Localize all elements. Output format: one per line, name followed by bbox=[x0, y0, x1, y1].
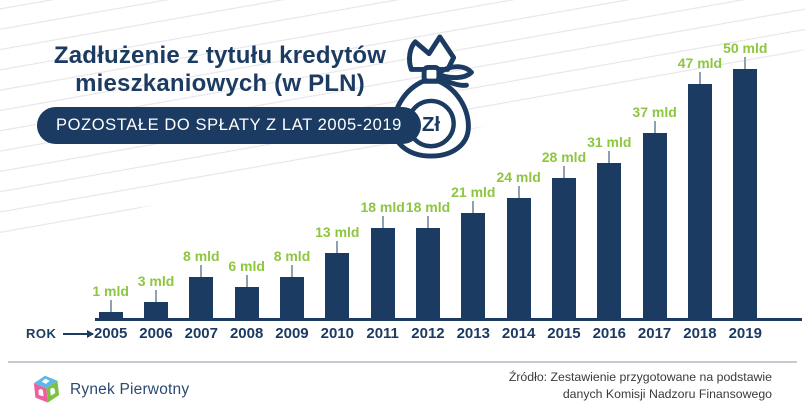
bar-column-2012: 18 mld 2012 bbox=[405, 40, 450, 344]
money-bag-ribbon-tail bbox=[438, 75, 469, 88]
bar-value-label: 31 mld bbox=[587, 134, 632, 150]
bar-value-label: 24 mld bbox=[496, 169, 541, 185]
x-tick-label: 2016 bbox=[592, 325, 626, 342]
bar-tick-connector bbox=[200, 265, 203, 277]
x-tick-label: 2017 bbox=[637, 325, 672, 342]
bar-column-2019: 50 mld 2019 bbox=[723, 40, 768, 344]
bar-column-2008: 6 mld 2008 bbox=[224, 40, 269, 344]
x-tick-label: 2019 bbox=[728, 325, 762, 342]
bar-tick-connector bbox=[109, 300, 112, 312]
bar-tick-connector bbox=[562, 166, 565, 178]
x-axis-title-label: ROK bbox=[26, 326, 57, 341]
source-line1: Źródło: Zestawienie przygotowane na pods… bbox=[508, 370, 772, 384]
bar-value-label: 47 mld bbox=[677, 55, 723, 71]
bar-chart: 1 mld 2005 3 mld 2006 8 mld 2007 6 mld 2008 8 ml… bbox=[88, 40, 768, 344]
bar-column-2009: 8 mld 2009 bbox=[269, 40, 314, 344]
bar-column-2010: 13 mld 2010 bbox=[315, 40, 360, 344]
bar bbox=[370, 228, 395, 320]
money-bag-icon: Zł bbox=[391, 34, 474, 159]
bar bbox=[687, 84, 712, 320]
money-bag-ribbon bbox=[438, 64, 474, 81]
x-axis-title: ROK bbox=[26, 326, 95, 342]
x-tick-label: 2014 bbox=[501, 325, 536, 342]
bar-tick-connector bbox=[472, 201, 475, 213]
bar-value-label: 8 mld bbox=[273, 248, 311, 264]
bar-tick-connector bbox=[245, 275, 248, 287]
x-tick-label: 2013 bbox=[456, 325, 490, 342]
bar bbox=[189, 277, 214, 320]
bar bbox=[461, 213, 486, 320]
x-tick-label: 2015 bbox=[547, 325, 581, 342]
x-axis-line bbox=[95, 318, 802, 321]
currency-label: Zł bbox=[422, 113, 441, 136]
bar-tick-connector bbox=[154, 290, 157, 302]
brand-logo: Rynek Pierwotny bbox=[32, 374, 189, 405]
bar bbox=[642, 133, 667, 320]
bar-column-2016: 31 mld 2016 bbox=[587, 40, 632, 344]
bar-value-label: 13 mld bbox=[315, 224, 360, 240]
x-tick-label: 2010 bbox=[320, 325, 354, 342]
bar bbox=[506, 198, 531, 320]
x-tick-label: 2006 bbox=[139, 325, 173, 342]
cube-logo-icon bbox=[33, 375, 60, 403]
bar bbox=[279, 277, 304, 320]
footer-divider bbox=[8, 361, 797, 363]
page-title-line2: mieszkaniowych (w PLN) bbox=[75, 70, 365, 98]
bar bbox=[415, 228, 440, 320]
bar-column-2014: 24 mld 2014 bbox=[496, 40, 541, 344]
bar bbox=[143, 302, 168, 320]
bar-tick-connector bbox=[426, 216, 429, 228]
bar-column-2011: 18 mld 2011 bbox=[360, 40, 405, 344]
page-title: Zadłużenie z tytułu kredytów mieszkaniow… bbox=[5, 42, 435, 98]
bar bbox=[325, 253, 350, 320]
bar-column-2017: 37 mld 2017 bbox=[632, 40, 677, 344]
bar-column-2013: 21 mld 2013 bbox=[451, 40, 496, 344]
bar-value-label: 37 mld bbox=[632, 104, 677, 120]
bar bbox=[234, 287, 259, 320]
bar-value-label: 21 mld bbox=[451, 184, 496, 200]
source-attribution: Źródło: Zestawienie przygotowane na pods… bbox=[352, 369, 772, 404]
bar bbox=[551, 178, 576, 320]
bar-value-label: 6 mld bbox=[228, 258, 265, 274]
bar-column-2007: 8 mld 2007 bbox=[179, 40, 224, 344]
x-tick-label: 2007 bbox=[184, 325, 218, 342]
bar-column-2006: 3 mld 2006 bbox=[133, 40, 178, 344]
bar bbox=[98, 312, 123, 320]
money-bag-fabric bbox=[407, 34, 457, 72]
bar-tick-connector bbox=[336, 241, 339, 253]
bar-column-2015: 28 mld 2015 bbox=[541, 40, 586, 344]
brand-logo-text: Rynek Pierwotny bbox=[70, 380, 190, 398]
bar-tick-connector bbox=[744, 57, 747, 69]
bar-column-2018: 47 mld 2018 bbox=[677, 40, 722, 344]
bar-value-label: 1 mld bbox=[92, 283, 129, 299]
source-line2: danych Komisji Nadzoru Finansowego bbox=[562, 387, 772, 402]
bar-tick-connector bbox=[381, 216, 384, 228]
bar-tick-connector bbox=[653, 121, 656, 133]
x-tick-label: 2011 bbox=[366, 325, 399, 342]
bar-value-label: 28 mld bbox=[541, 149, 587, 165]
right-arrow-icon bbox=[63, 329, 95, 338]
x-tick-label: 2012 bbox=[411, 325, 445, 342]
bar-value-label: 8 mld bbox=[183, 248, 220, 264]
x-tick-label: 2008 bbox=[229, 325, 264, 342]
bar-value-label: 18 mld bbox=[360, 199, 405, 215]
bar-tick-connector bbox=[608, 151, 611, 163]
bar bbox=[597, 163, 622, 320]
bar-value-label: 50 mld bbox=[723, 40, 768, 56]
x-tick-label: 2005 bbox=[93, 325, 128, 342]
x-tick-label: 2018 bbox=[683, 325, 717, 342]
subtitle-badge: POZOSTAŁE DO SPŁATY Z LAT 2005-2019 bbox=[37, 107, 421, 144]
bar-tick-connector bbox=[517, 186, 520, 198]
bar-tick-connector bbox=[698, 72, 701, 84]
bar bbox=[733, 69, 758, 320]
bar-value-label: 18 mld bbox=[405, 199, 451, 215]
page-title-line1: Zadłużenie z tytułu kredytów bbox=[53, 42, 387, 69]
bar-column-2005: 1 mld 2005 bbox=[88, 40, 133, 344]
x-tick-label: 2009 bbox=[275, 325, 309, 342]
bar-tick-connector bbox=[290, 265, 293, 277]
bar-value-label: 3 mld bbox=[137, 273, 175, 289]
